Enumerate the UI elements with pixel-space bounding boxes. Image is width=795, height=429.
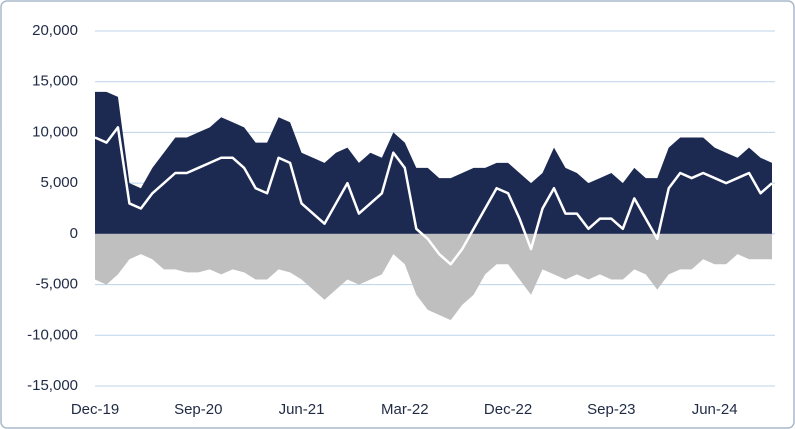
x-tick-label: Jun-21 — [279, 401, 325, 418]
line — [94, 126, 773, 266]
y-tick-label: -10,000 — [27, 326, 78, 343]
x-tick-label: Jun-24 — [692, 401, 738, 418]
y-tick-label: 15,000 — [32, 73, 78, 90]
x-tick-label: Sep-23 — [587, 401, 635, 418]
area — [95, 91, 772, 234]
x-tick-label: Sep-20 — [174, 401, 222, 418]
y-tick-label: 0 — [70, 225, 78, 242]
y-tick-label: -15,000 — [27, 377, 78, 394]
y-tick-label: -5,000 — [35, 276, 78, 293]
y-tick-label: 20,000 — [32, 22, 78, 39]
x-tick-label: Dec-19 — [71, 401, 119, 418]
x-tick-label: Dec-22 — [484, 401, 532, 418]
y-tick-label: 5,000 — [40, 174, 78, 191]
area — [95, 233, 772, 321]
y-tick-label: 10,000 — [32, 123, 78, 140]
x-tick-label: Mar-22 — [381, 401, 429, 418]
